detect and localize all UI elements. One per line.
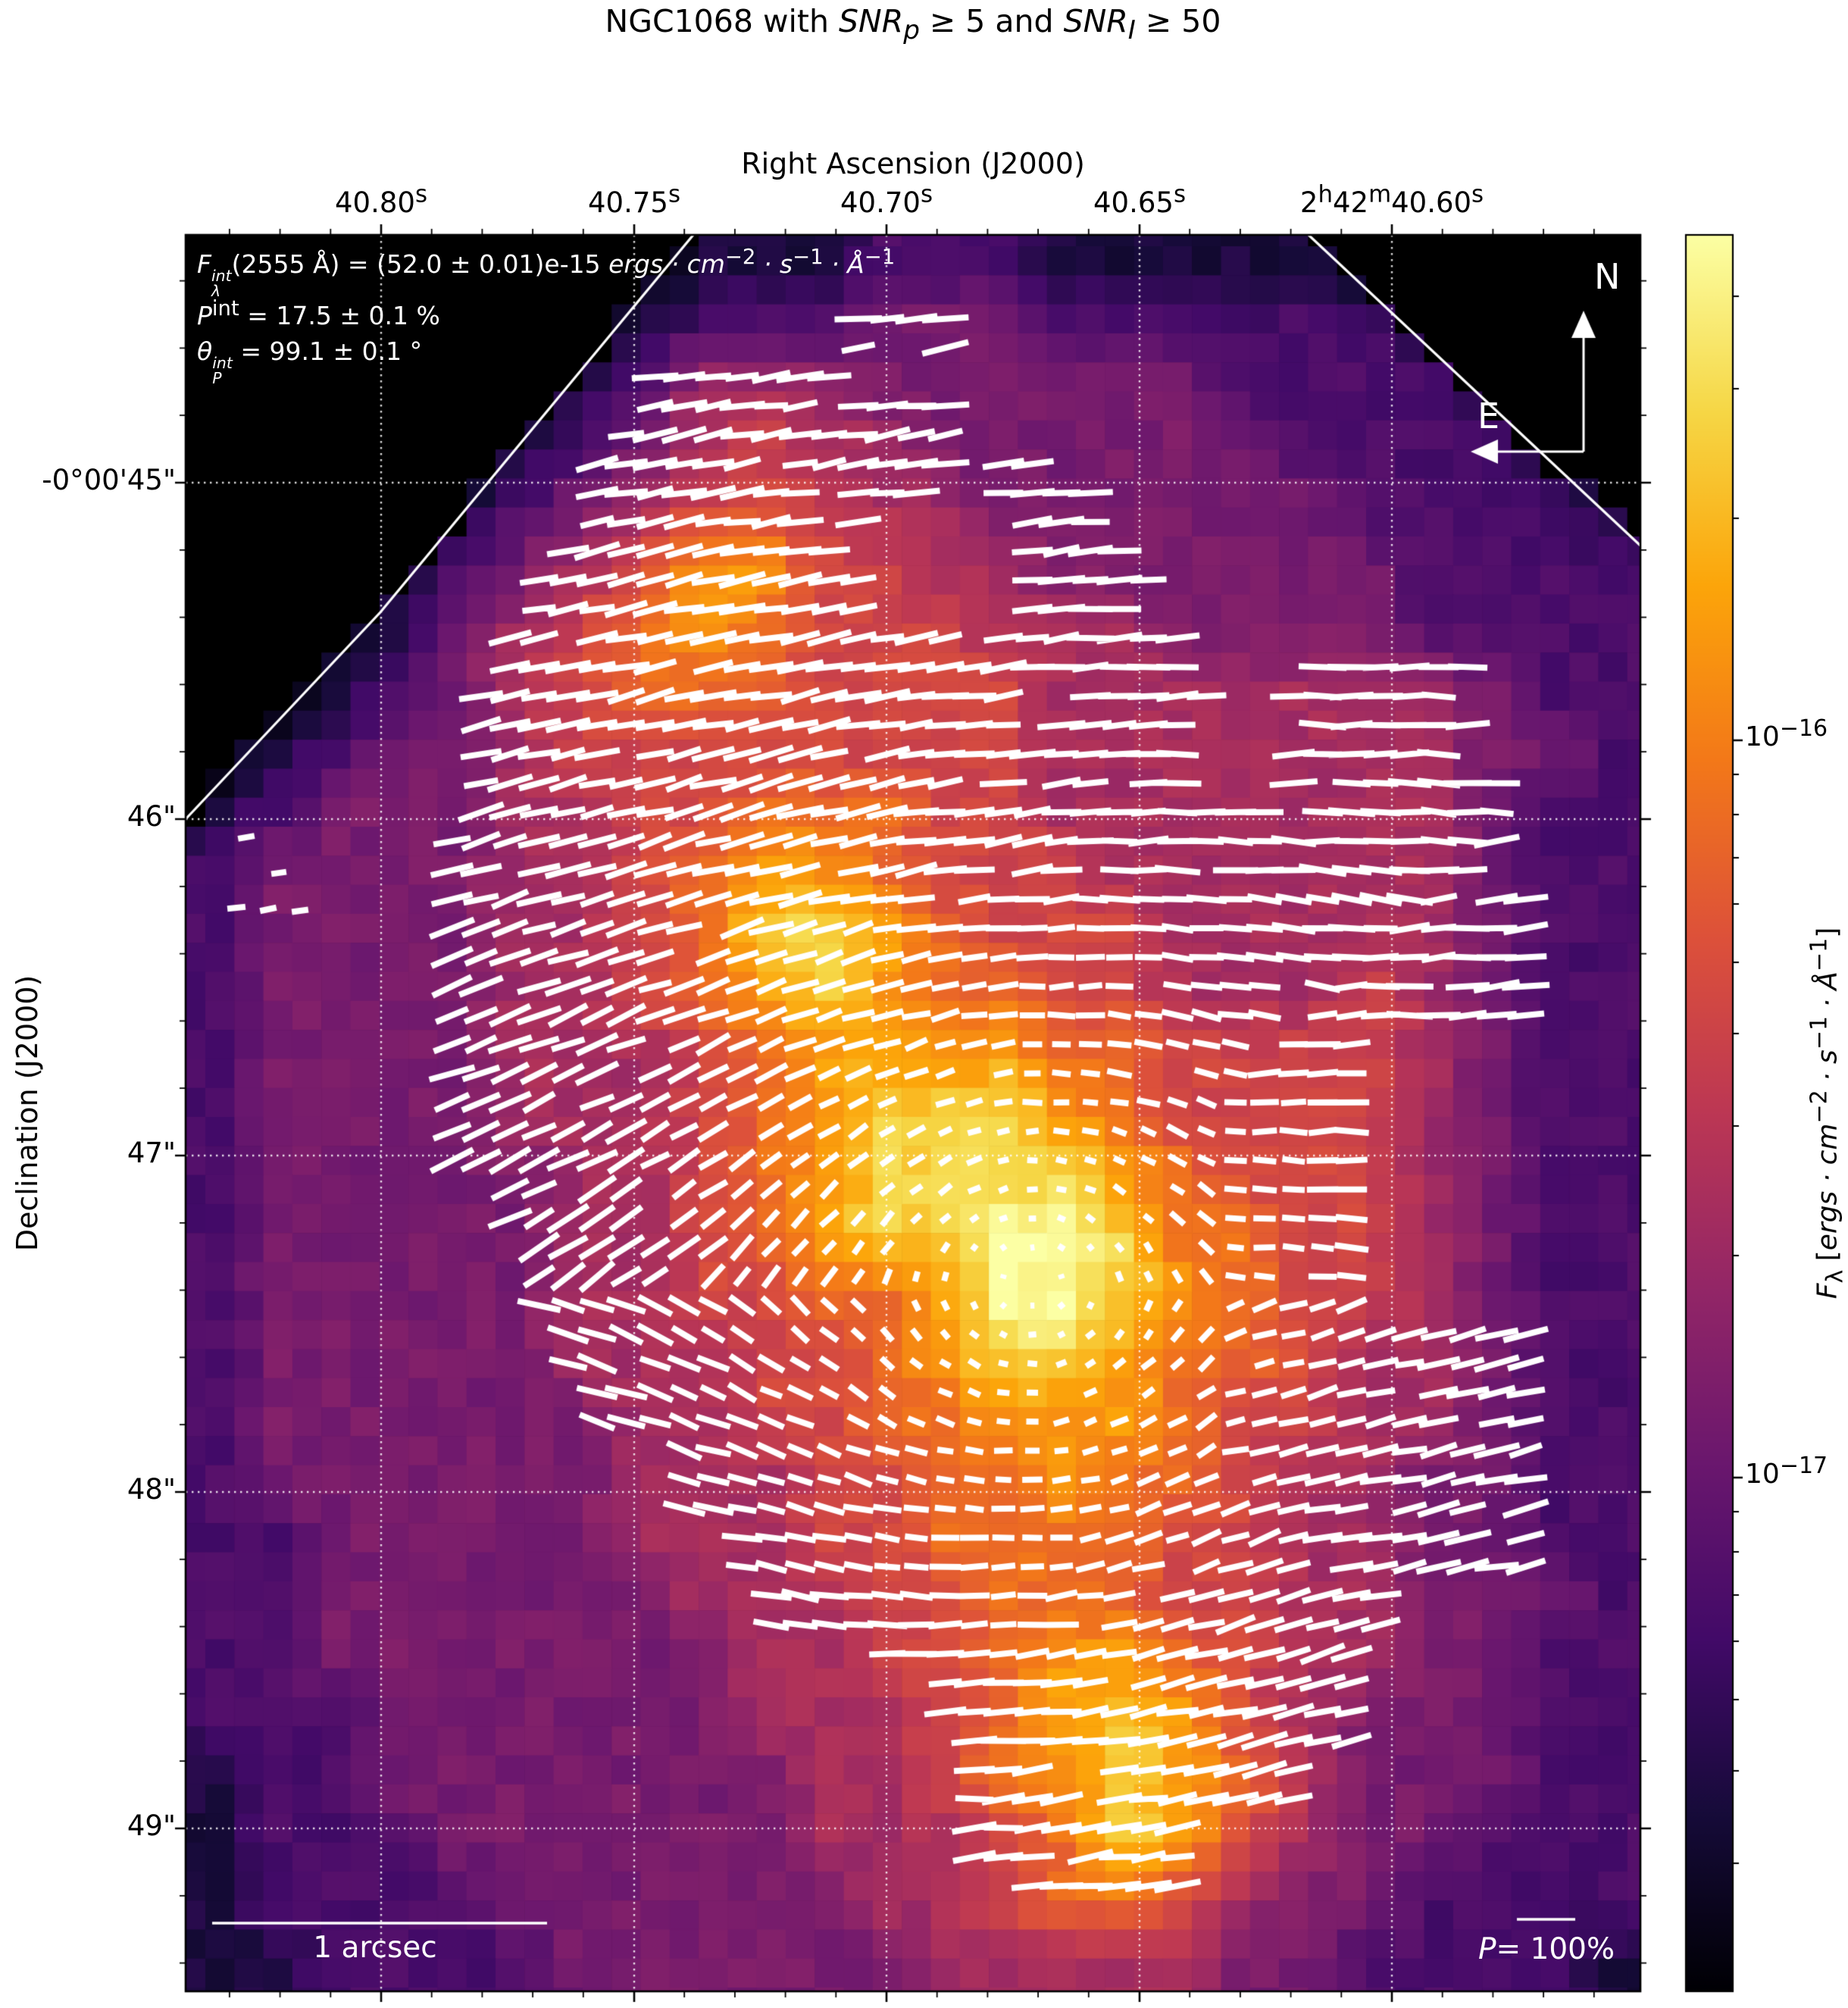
polarization-reference-label: P= 100% [1477, 1932, 1615, 1966]
y-tick-label: 49" [127, 1809, 176, 1842]
compass-north-label: N [1594, 256, 1621, 297]
x-axis-label: Right Ascension (J2000) [741, 147, 1085, 180]
figure-title: NGC1068 with SNRp ≥ 5 and SNRI ≥ 50 [605, 3, 1221, 46]
x-tick-label: 40.75s [588, 180, 680, 219]
colorbar-tick-label: 10−17 [1745, 1453, 1828, 1490]
colorbar-tick-label: 10−16 [1745, 715, 1828, 753]
x-tick-label: 40.70s [840, 180, 933, 219]
y-tick-label: 48" [127, 1473, 176, 1506]
x-tick-label: 2h42m40.60s [1299, 180, 1484, 219]
compass-east-label: E [1477, 396, 1500, 436]
x-tick-label: 40.80s [335, 180, 427, 219]
y-axis-label: Declination (J2000) [11, 974, 44, 1252]
x-tick-label: 40.65s [1093, 180, 1186, 219]
annotation-angle-line: θ int P = 99.1 ± 0.1 ° [197, 336, 423, 387]
y-tick-label: -0°00'45" [42, 464, 176, 496]
scale-bar-label: 1 arcsec [313, 1931, 437, 1965]
y-tick-label: 46" [127, 800, 176, 833]
y-tick-label: 47" [127, 1137, 176, 1169]
colorbar-axis-label: Fλ [ergs · cm−2 · s−1 · Å−1] [1806, 927, 1848, 1300]
annotation-polarization-line: Pint = 17.5 ± 0.1 % [197, 296, 440, 331]
